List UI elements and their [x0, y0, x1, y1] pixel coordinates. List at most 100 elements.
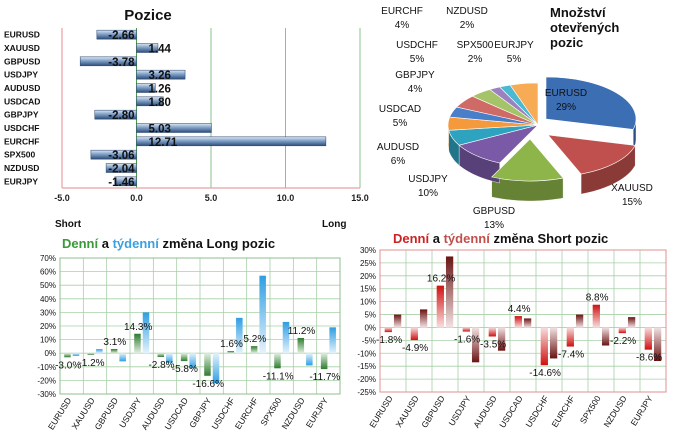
- pie-title-line: Množství: [550, 5, 606, 20]
- value-label: -3.5%: [480, 339, 506, 350]
- weekly-bar-spx500: [601, 327, 610, 346]
- pie-label-pct: 5%: [393, 118, 408, 129]
- y-tick-label: 15%: [360, 285, 376, 294]
- pozice-x-tick: 0.0: [130, 193, 143, 203]
- weekly-bar-gbpjpy: [212, 353, 220, 384]
- pie-label-name: XAUUSD: [611, 183, 653, 194]
- x-category-label: EURJPY: [304, 395, 330, 429]
- pozice-bar-xauusd: [136, 43, 159, 53]
- value-label: -16.6%: [192, 379, 224, 390]
- y-tick-label: 20%: [360, 272, 376, 281]
- daily-bar-eurusd: [384, 327, 392, 333]
- value-label: 5.2%: [243, 334, 266, 345]
- daily-bar-nzdusd: [618, 327, 626, 334]
- pozice-value-label: 3.26: [149, 70, 171, 82]
- pozice-category-label: EURUSD: [4, 30, 40, 40]
- daily-bar-gbpjpy: [204, 353, 211, 376]
- pozice-value-label: 1.80: [149, 97, 171, 109]
- daily-bar-eurchf: [250, 346, 258, 354]
- pozice-bar-usdchf: [136, 123, 212, 133]
- chart-title-part: změna Long pozic: [159, 236, 275, 251]
- pozice-category-label: NZDUSD: [4, 163, 39, 173]
- weekly-bar-usdchf: [549, 327, 558, 359]
- pozice-value-label: -2.80: [108, 110, 134, 122]
- value-label: -11.7%: [309, 372, 340, 383]
- daily-bar-eurusd: [64, 353, 71, 358]
- pie-label-pct: 6%: [391, 156, 406, 167]
- value-label: -8.6%: [636, 353, 662, 364]
- pozice-title: Pozice: [124, 7, 172, 24]
- pozice-bar-eurusd: [96, 29, 137, 40]
- weekly-bar-eurchf: [575, 314, 584, 328]
- x-category-label: SPX500: [578, 394, 603, 426]
- daily-bar-spx500: [592, 304, 600, 328]
- value-label: -11.1%: [263, 371, 294, 382]
- pozice-bar-gbpjpy: [94, 109, 137, 120]
- pie-label-name: GBPJPY: [395, 70, 435, 81]
- pozice-category-label: SPX500: [4, 150, 35, 160]
- pie-label-pct: 13%: [484, 220, 504, 231]
- x-category-label: XAUUSD: [393, 394, 420, 429]
- chart-title: Denní a týdenní změna Short pozic: [393, 231, 608, 246]
- y-tick-label: -10%: [357, 349, 376, 358]
- pozice-bar-usdcad: [136, 96, 164, 107]
- pozice-value-label: 1.44: [149, 44, 172, 56]
- y-tick-label: 70%: [40, 254, 56, 263]
- value-label: -7.4%: [558, 350, 584, 361]
- pozice-value-label: -2.04: [108, 164, 135, 176]
- mnozstvi-pie-chart: EURUSD 29% XAUUSD 15% GBPUSD 13% USDJPY 10% AUDU…: [377, 5, 653, 231]
- y-tick-label: 0%: [364, 323, 376, 332]
- value-label: -3.0%: [55, 360, 81, 371]
- chart-title: Denní a týdenní změna Long pozic: [62, 236, 275, 251]
- daily-bar-xauusd: [87, 353, 95, 355]
- chart-title-part: změna Short pozic: [490, 231, 608, 246]
- chart-title-part: a: [98, 236, 112, 251]
- pozice-value-label: 1.26: [149, 84, 171, 96]
- value-label: -2.2%: [610, 336, 636, 347]
- weekly-bar-eurusd: [72, 353, 80, 356]
- daily-bar-usdcad: [514, 316, 522, 328]
- weekly-bar-xauusd: [419, 309, 428, 328]
- pie-label-pct: 29%: [556, 102, 576, 113]
- y-tick-label: -20%: [37, 376, 56, 385]
- pozice-value-label: -2.66: [108, 30, 134, 42]
- daily-bar-usdjpy: [462, 327, 470, 332]
- pozice-long-label: Long: [322, 219, 346, 230]
- daily-bar-xauusd: [410, 327, 418, 341]
- pozice-category-label: USDCAD: [4, 96, 40, 106]
- pie-label-pct: 15%: [622, 197, 642, 208]
- pozice-value-label: -3.06: [108, 150, 134, 162]
- weekly-bar-gbpusd: [445, 256, 454, 328]
- pie-label-name: SPX500: [457, 40, 494, 51]
- pozice-bar-eurjpy: [114, 176, 137, 187]
- y-tick-label: 40%: [40, 295, 56, 304]
- y-tick-label: -20%: [357, 375, 376, 384]
- pozice-category-label: USDJPY: [4, 70, 38, 80]
- pozice-short-label: Short: [55, 219, 82, 230]
- value-label: 16.2%: [427, 274, 455, 285]
- value-label: -4.9%: [402, 343, 428, 354]
- pozice-bar-audusd: [136, 83, 156, 93]
- pie-label-name: USDJPY: [408, 174, 448, 185]
- pozice-category-label: USDCHF: [4, 123, 39, 133]
- value-label: 8.8%: [586, 293, 609, 304]
- chart-title-part: týdenní: [444, 231, 491, 246]
- pozice-category-label: XAUUSD: [4, 43, 40, 53]
- weekly-bar-xauusd: [96, 349, 103, 354]
- pie-label-name: EURJPY: [494, 40, 534, 51]
- pozice-category-label: GBPJPY: [4, 110, 39, 120]
- y-tick-label: 25%: [360, 259, 376, 268]
- pie-label-name: EURCHF: [381, 6, 423, 17]
- x-category-label: AUDUSD: [471, 394, 499, 430]
- y-tick-label: 30%: [360, 246, 376, 255]
- daily-bar-gbpusd: [436, 285, 444, 328]
- daily-bar-gbpusd: [110, 348, 118, 354]
- pie-slice-eurjpy: [509, 82, 539, 126]
- pie-slice-xauusd: [547, 134, 636, 175]
- value-label: -5.8%: [172, 364, 198, 375]
- value-label: 11.2%: [288, 326, 316, 337]
- pie-label-name: AUDUSD: [377, 142, 419, 153]
- x-category-label: USDJPY: [446, 393, 472, 427]
- pie-label-pct: 4%: [395, 20, 410, 31]
- x-category-label: USDCAD: [497, 394, 525, 430]
